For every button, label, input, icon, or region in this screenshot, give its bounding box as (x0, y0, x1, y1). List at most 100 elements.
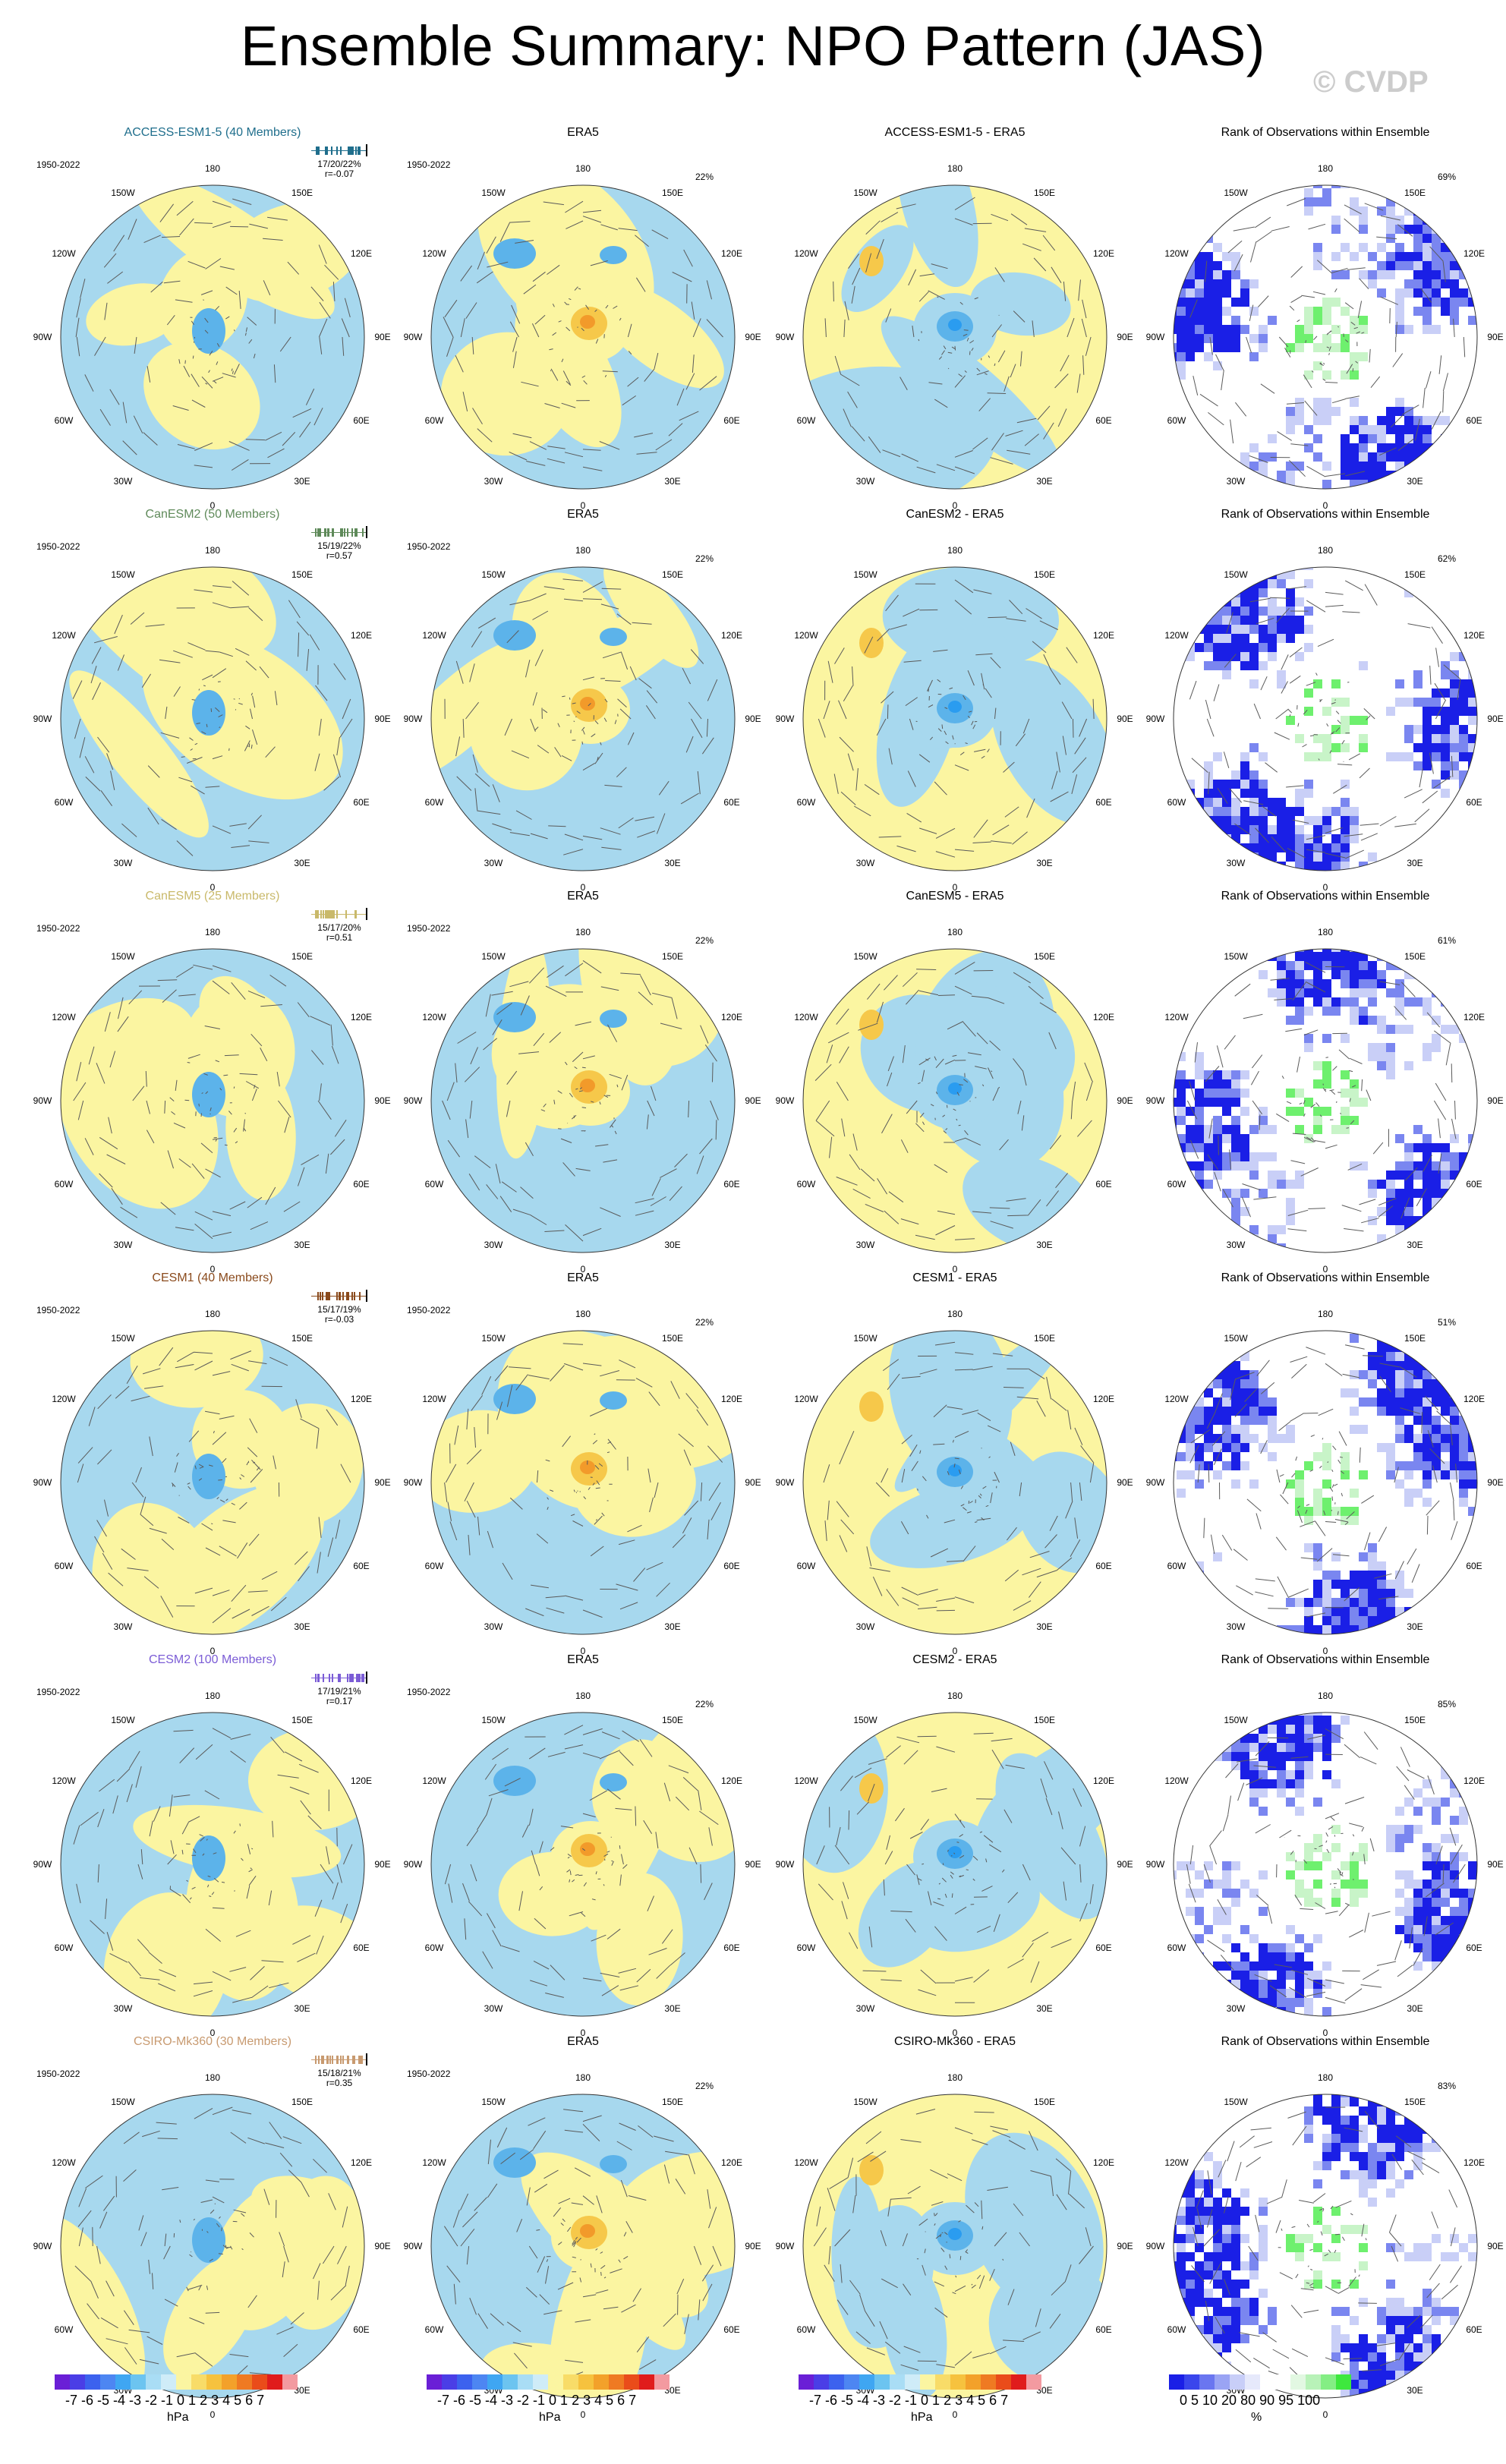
colorbar-swatch (548, 2374, 563, 2390)
rank-cell (1386, 1189, 1395, 1198)
rank-cell (1304, 2280, 1313, 2289)
longitude-label: 30W (484, 858, 503, 868)
rank-cell (1441, 1961, 1450, 1971)
rank-cell (1368, 2170, 1377, 2179)
rank-cell (1204, 2252, 1213, 2261)
rank-cell (1174, 1443, 1177, 1452)
rank-cell (1395, 325, 1404, 334)
rank-cell (1174, 2270, 1177, 2280)
rank-cell (1322, 1479, 1331, 1489)
rank-cell (1304, 2234, 1313, 2243)
rank-cell (1395, 1580, 1404, 1589)
rank-cell (1450, 1925, 1459, 1934)
longitude-label: 30E (664, 1621, 681, 1632)
rank-cell (1404, 1916, 1413, 1925)
rank-cell (1359, 2179, 1368, 2188)
panel-title: Rank of Observations within Ensemble (1221, 890, 1430, 903)
rank-cell (1413, 2161, 1423, 2170)
contour-region (192, 1454, 225, 1499)
member-spread-ticks (311, 526, 370, 538)
rank-cell (1174, 279, 1177, 288)
rank-cell (1277, 834, 1286, 843)
rank-cell (1295, 652, 1304, 661)
rank-cell (1468, 1152, 1477, 1161)
rank-cell (1259, 1125, 1268, 1134)
rank-cell (1450, 234, 1459, 243)
rank-cell (1231, 1161, 1240, 1171)
rank-cell (1359, 1571, 1368, 1580)
coastline (1189, 1344, 1458, 1618)
rank-cell (1277, 1171, 1286, 1180)
rank-cell (1404, 1880, 1413, 1889)
rank-cell (1322, 343, 1331, 352)
rank-cell (1459, 1379, 1468, 1388)
rank-cell (1204, 288, 1213, 298)
variance-explained: 17/19/21% (317, 1686, 361, 1697)
rank-cell (1350, 1861, 1359, 1870)
rank-cell (1322, 398, 1331, 407)
rank-cell (1413, 761, 1423, 770)
rank-cell (1313, 1743, 1322, 1752)
rank-cell (1477, 1980, 1483, 1989)
rank-cell (1195, 2170, 1204, 2179)
rank-cell (1222, 789, 1231, 798)
longitude-label: 30W (1226, 476, 1246, 487)
rank-cell (1377, 1061, 1386, 1070)
rank-cell (1368, 434, 1377, 443)
rank-cell (1441, 1243, 1450, 1252)
longitude-label: 30E (664, 2003, 681, 2014)
longitude-label: 90E (1487, 1859, 1504, 1870)
map-boundary (430, 566, 736, 871)
rank-cell (1477, 2371, 1483, 2380)
rank-cell (1341, 1625, 1350, 1634)
rank-cell (1313, 825, 1322, 834)
rank-cell (1295, 1889, 1304, 1898)
model-polar-map (60, 1330, 365, 1635)
rank-cell (1331, 970, 1341, 979)
rank-cell (1468, 1752, 1477, 1761)
rank-cell (1174, 1961, 1177, 1971)
rank-cell (1423, 1243, 1432, 1252)
rank-cell (1368, 1580, 1377, 1589)
rank-cell (1177, 825, 1186, 834)
rank-cell (1313, 398, 1322, 407)
rank-cell (1341, 1452, 1350, 1461)
rank-cell (1404, 1498, 1413, 1507)
rank-cell (1341, 462, 1350, 471)
rank-cell (1404, 2316, 1413, 2325)
rank-cell (1441, 1834, 1450, 1843)
rank-cell (1277, 579, 1286, 588)
rank-cell (1468, 1961, 1477, 1971)
rank-cell (1359, 216, 1368, 225)
rank-cell (1268, 652, 1277, 661)
rank-cell (1304, 1980, 1313, 1989)
rank-cell (1195, 2343, 1204, 2352)
longitude-label: 180 (1317, 927, 1334, 937)
rank-cell (1386, 216, 1395, 225)
rank-cell (1423, 1916, 1432, 1925)
rank-cell (1222, 597, 1231, 607)
rank-cell (1331, 1507, 1341, 1516)
rank-cell (1259, 2016, 1268, 2022)
map-container (55, 179, 370, 495)
longitude-label: 180 (1317, 163, 1334, 174)
rank-cell (1204, 1125, 1213, 1134)
rank-cell (1313, 2161, 1322, 2170)
rank-cell (1204, 1388, 1213, 1397)
rank-cell (1368, 2362, 1377, 2371)
rank-cell (1177, 1089, 1186, 1098)
rank-cell (1195, 2243, 1204, 2252)
rank-cell (1222, 325, 1231, 334)
rank-cell (1295, 997, 1304, 1007)
rank-cell (1395, 1397, 1404, 1407)
rank-cell (1359, 1007, 1368, 1016)
colorbar-swatch (457, 2374, 472, 2390)
contour-region (131, 185, 335, 320)
rank-cell (1341, 1388, 1350, 1397)
longitude-label: 60E (353, 1943, 370, 1953)
rank-cell (1477, 761, 1483, 770)
rank-cell (1423, 1388, 1432, 1397)
rank-cell (1450, 2252, 1459, 2261)
colorbar-swatch (814, 2374, 829, 2390)
rank-cell (1213, 1379, 1222, 1388)
